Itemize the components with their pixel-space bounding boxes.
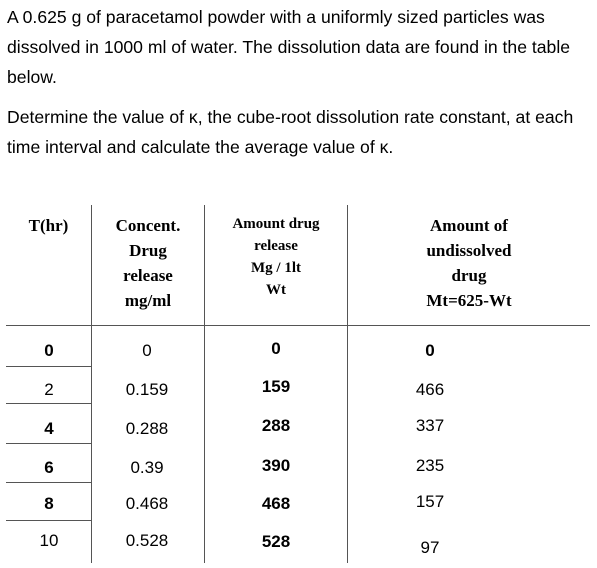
header-amount-released: Amount drug release Mg / 1lt Wt [232,216,320,298]
cell-time: 2 [44,380,54,399]
cell-undissolved: 337 [415,416,445,435]
cell-undissolved: 235 [415,456,445,475]
column-divider [204,205,205,563]
problem-intro-text: A 0.625 g of paracetamol powder with a u… [7,7,571,87]
cell-released: 390 [261,456,291,475]
row-divider [6,443,92,444]
cell-undissolved: 157 [415,492,445,511]
cell-time: 10 [39,531,59,550]
header-concentration: Concent. Drug release mg/ml [115,216,181,310]
cell-concentration: 0.528 [125,531,169,550]
cell-released: 159 [261,377,291,396]
header-divider [6,325,590,326]
column-divider [347,205,348,563]
column-divider [91,205,92,563]
cell-concentration: 0.39 [130,458,164,477]
cell-concentration: 0.159 [125,380,169,399]
cell-time: 4 [44,419,54,438]
cell-released: 468 [261,494,291,513]
cell-undissolved: 466 [415,380,445,399]
cell-time: 0 [44,341,54,360]
cell-concentration: 0.468 [125,494,169,513]
row-divider [6,403,92,404]
cell-time: 6 [44,458,54,477]
header-amount-undissolved: Amount of undissolved drug Mt=625-Wt [426,216,512,310]
dissolution-data-table: T(hr) Concent. Drug release mg/ml Amount… [6,205,590,563]
cell-undissolved: 97 [420,538,440,557]
cell-released: 288 [261,416,291,435]
row-divider [6,482,92,483]
problem-question-text: Determine the value of κ, the cube-root … [7,107,574,157]
cell-undissolved: 0 [425,341,435,360]
row-divider [6,366,92,367]
cell-concentration: 0.288 [125,419,169,438]
cell-time: 8 [44,494,54,513]
header-time: T(hr) [28,216,69,235]
cell-concentration: 0 [142,341,152,360]
row-divider [6,520,92,521]
cell-released: 528 [261,532,291,551]
cell-released: 0 [271,339,281,358]
